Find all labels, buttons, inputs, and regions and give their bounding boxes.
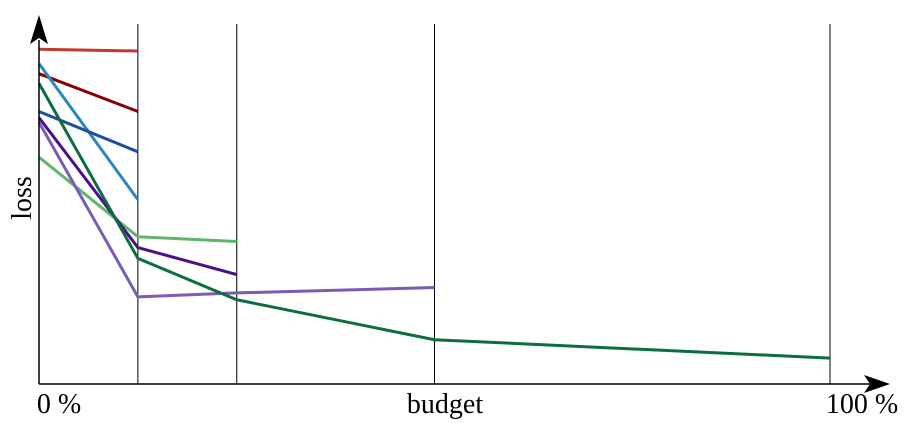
x-axis-label: budget bbox=[407, 389, 483, 420]
series-group bbox=[37, 47, 831, 360]
series-line-4 bbox=[38, 110, 139, 154]
y-axis-label: loss bbox=[7, 176, 38, 220]
series-line-8 bbox=[37, 82, 831, 360]
axes bbox=[30, 15, 890, 393]
x-axis-arrow-icon bbox=[864, 375, 890, 393]
series-line-1 bbox=[38, 47, 138, 53]
series-line-5 bbox=[38, 156, 237, 243]
series-line-6 bbox=[37, 116, 238, 277]
series-line-7 bbox=[37, 121, 435, 299]
checkpoint-gridlines bbox=[137, 24, 831, 384]
x-tick-label-end: 100 % bbox=[826, 389, 898, 420]
series-line-2 bbox=[38, 72, 139, 113]
y-axis-arrow-icon bbox=[30, 15, 48, 44]
x-tick-label-start: 0 % bbox=[37, 389, 81, 420]
